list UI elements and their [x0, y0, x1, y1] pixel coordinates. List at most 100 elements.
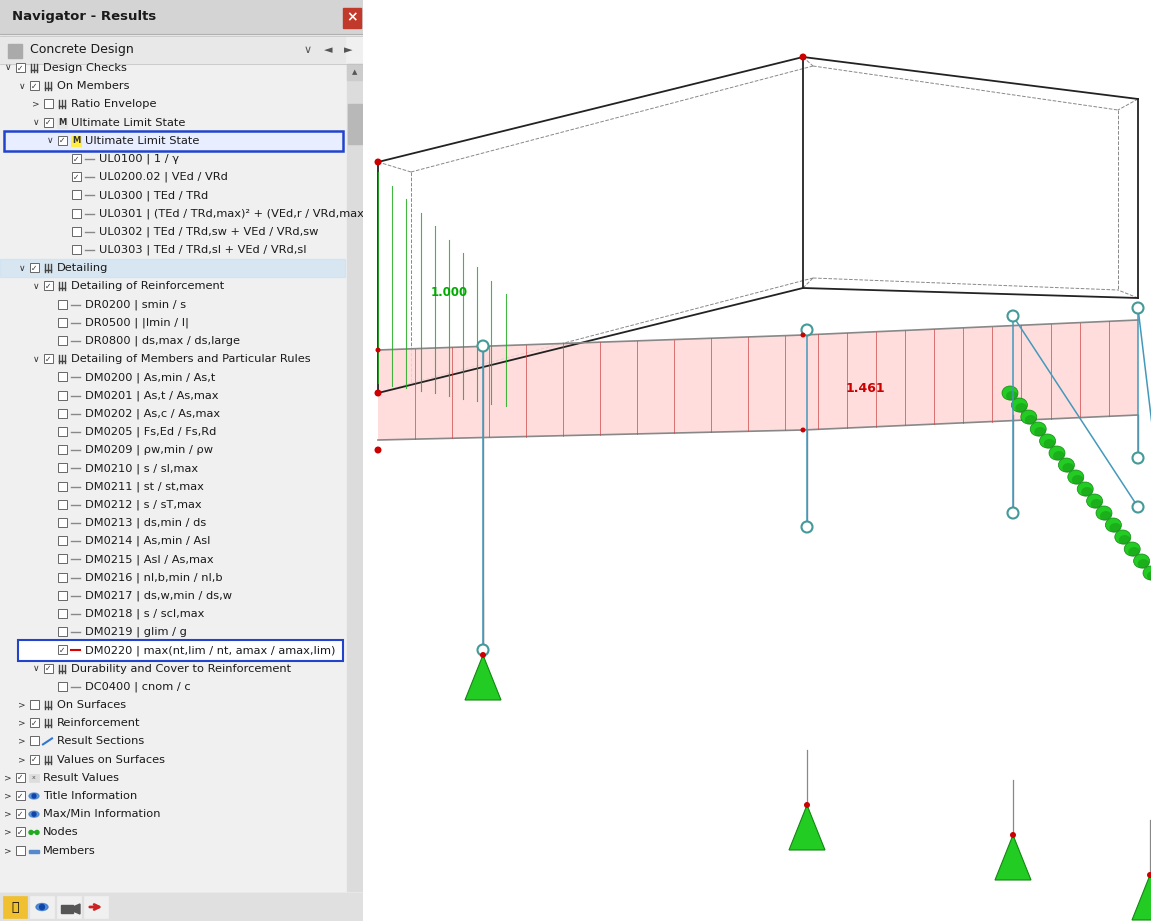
Text: Members: Members	[43, 845, 96, 856]
Bar	[30, 754, 39, 764]
Text: ✓: ✓	[45, 282, 52, 291]
Bar	[29, 774, 39, 782]
Circle shape	[32, 812, 36, 816]
Circle shape	[374, 390, 381, 397]
Ellipse shape	[1091, 499, 1103, 509]
Ellipse shape	[1044, 439, 1055, 449]
Bar	[58, 896, 81, 918]
Text: ∨: ∨	[304, 45, 312, 55]
Text: ∨: ∨	[32, 118, 39, 127]
Ellipse shape	[1024, 415, 1037, 425]
Ellipse shape	[1137, 559, 1150, 569]
Text: Reinforcement: Reinforcement	[58, 718, 140, 729]
Ellipse shape	[1143, 566, 1151, 580]
Circle shape	[478, 341, 488, 352]
Bar	[73, 172, 81, 181]
Ellipse shape	[36, 904, 48, 911]
Circle shape	[39, 904, 45, 910]
Text: ✓: ✓	[31, 263, 38, 273]
Bar	[348, 104, 363, 144]
Bar	[8, 44, 22, 58]
Text: ∨: ∨	[32, 282, 39, 291]
Text: Nodes: Nodes	[43, 827, 78, 837]
Ellipse shape	[1115, 530, 1130, 544]
Text: ✓: ✓	[74, 155, 79, 164]
Ellipse shape	[1119, 535, 1130, 545]
Circle shape	[478, 645, 488, 656]
Circle shape	[800, 332, 806, 337]
Bar	[18, 640, 343, 660]
Text: Detailing of Members and Particular Rules: Detailing of Members and Particular Rule…	[71, 355, 311, 364]
Bar	[73, 208, 81, 217]
Circle shape	[1133, 502, 1143, 512]
Text: ∨: ∨	[18, 82, 25, 90]
Text: Detailing: Detailing	[58, 263, 108, 274]
Bar	[0, 36, 345, 64]
Bar	[44, 99, 53, 109]
Text: ✓: ✓	[17, 828, 24, 837]
Text: >: >	[5, 846, 12, 855]
Bar	[16, 827, 25, 836]
Bar	[30, 718, 39, 728]
Text: DM0219 | glim / g: DM0219 | glim / g	[85, 627, 186, 637]
Circle shape	[29, 831, 33, 834]
Text: On Members: On Members	[58, 81, 130, 91]
Text: DM0209 | ρw,min / ρw: DM0209 | ρw,min / ρw	[85, 445, 213, 456]
Text: UL0200.02 | VEd / VRd: UL0200.02 | VEd / VRd	[99, 172, 228, 182]
Ellipse shape	[29, 793, 39, 799]
Bar	[58, 500, 67, 508]
Bar	[30, 263, 39, 273]
Bar	[58, 609, 67, 618]
Polygon shape	[1131, 875, 1151, 920]
Bar	[343, 8, 361, 28]
Text: Result Sections: Result Sections	[58, 737, 144, 746]
Text: DM0213 | ds,min / ds: DM0213 | ds,min / ds	[85, 518, 206, 529]
Circle shape	[800, 53, 807, 61]
Ellipse shape	[1072, 475, 1084, 485]
Ellipse shape	[1021, 410, 1037, 424]
Bar	[73, 227, 81, 236]
Text: DM0211 | st / st,max: DM0211 | st / st,max	[85, 482, 204, 492]
Ellipse shape	[1096, 506, 1112, 520]
Text: ✓: ✓	[31, 82, 38, 90]
Text: ✓: ✓	[17, 64, 24, 73]
Bar	[16, 791, 25, 800]
Text: ∨: ∨	[5, 64, 12, 73]
Text: DC0400 | cnom / c: DC0400 | cnom / c	[85, 682, 191, 692]
Text: DR0200 | smin / s: DR0200 | smin / s	[85, 299, 186, 309]
Bar	[58, 118, 67, 128]
Ellipse shape	[1015, 403, 1028, 413]
Circle shape	[374, 447, 381, 453]
Circle shape	[374, 158, 381, 166]
Bar	[0, 0, 363, 34]
Text: ✓: ✓	[60, 136, 66, 146]
Bar	[58, 463, 67, 472]
Text: Title Information: Title Information	[43, 791, 137, 801]
Bar	[58, 682, 67, 691]
Ellipse shape	[1087, 494, 1103, 508]
Circle shape	[32, 794, 36, 798]
Text: Detailing of Reinforcement: Detailing of Reinforcement	[71, 282, 224, 291]
Ellipse shape	[1053, 451, 1065, 461]
Text: >: >	[5, 828, 12, 837]
Text: ✓: ✓	[17, 810, 24, 819]
Text: DM0205 | Fs,Ed / Fs,Rd: DM0205 | Fs,Ed / Fs,Rd	[85, 426, 216, 437]
Ellipse shape	[1003, 386, 1017, 400]
Bar	[30, 700, 39, 709]
Polygon shape	[73, 904, 81, 914]
Ellipse shape	[1100, 511, 1112, 521]
Circle shape	[480, 652, 486, 658]
Circle shape	[1133, 302, 1143, 313]
Text: UL0100 | 1 / γ: UL0100 | 1 / γ	[99, 154, 180, 164]
Text: Result Values: Result Values	[43, 773, 119, 783]
Text: DM0217 | ds,w,min / ds,w: DM0217 | ds,w,min / ds,w	[85, 590, 233, 601]
Bar	[58, 135, 67, 145]
Text: ✓: ✓	[45, 118, 52, 127]
Text: DM0216 | nl,b,min / nl,b: DM0216 | nl,b,min / nl,b	[85, 572, 222, 583]
Bar	[58, 336, 67, 345]
Circle shape	[1009, 832, 1016, 838]
Text: >: >	[18, 737, 25, 746]
Text: ∨: ∨	[18, 263, 25, 273]
Ellipse shape	[1068, 470, 1084, 484]
Text: M: M	[71, 136, 81, 146]
